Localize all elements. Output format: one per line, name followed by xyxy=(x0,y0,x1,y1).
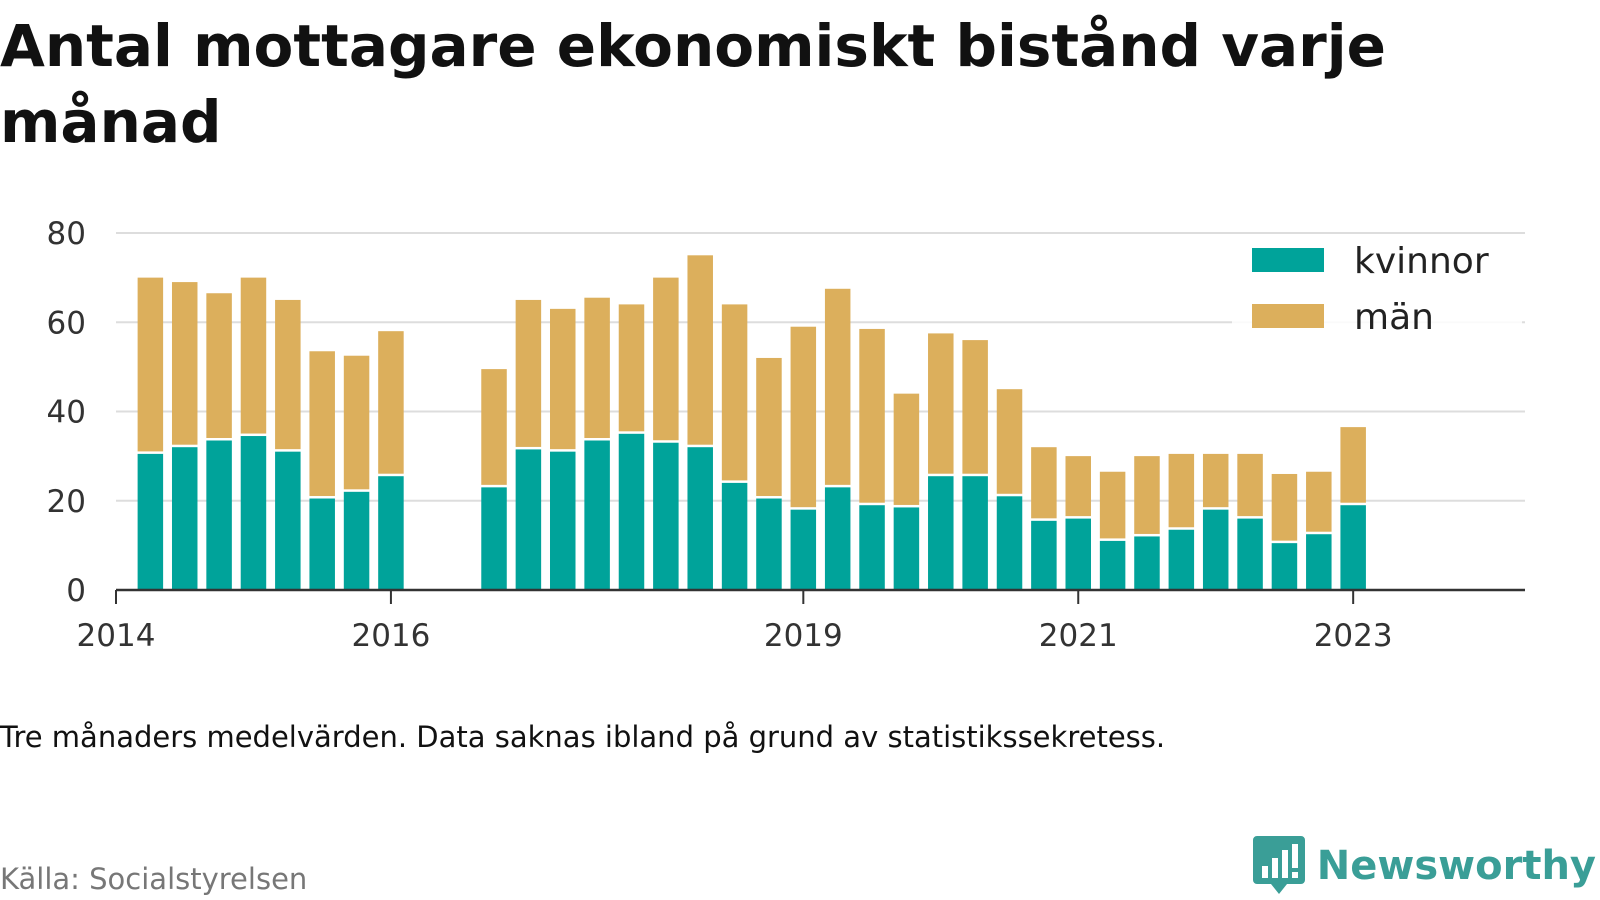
bar-kvinnor-29 xyxy=(1202,509,1229,590)
bar-man-22 xyxy=(962,340,988,474)
bar-kvinnor-9 xyxy=(515,449,542,590)
bar-man-11 xyxy=(584,297,610,439)
bar-man-10 xyxy=(550,308,576,450)
bar-man-4 xyxy=(275,299,301,450)
bar-man-32 xyxy=(1306,471,1332,532)
bar-kvinnor-7 xyxy=(378,476,404,590)
bar-man-30 xyxy=(1237,453,1263,517)
brand-name: Newsworthy xyxy=(1316,843,1596,889)
bar-man-8 xyxy=(481,369,507,485)
bar-kvinnor-15 xyxy=(721,482,748,590)
bar-man-25 xyxy=(1065,456,1091,517)
y-tick-label-40: 40 xyxy=(47,395,86,431)
legend-label-0: kvinnor xyxy=(1354,241,1489,282)
bar-man-16 xyxy=(756,357,782,497)
bar-kvinnor-6 xyxy=(343,491,370,590)
bar-man-23 xyxy=(996,389,1023,494)
bar-kvinnor-3 xyxy=(240,436,267,590)
bar-kvinnor-20 xyxy=(893,507,920,590)
bar-man-6 xyxy=(343,355,370,490)
brand-logo-group: Newsworthy xyxy=(1252,836,1596,896)
newsworthy-logo-icon xyxy=(1252,836,1305,894)
legend-swatch-0 xyxy=(1252,248,1324,272)
bar-kvinnor-17 xyxy=(790,509,817,590)
bar-man-33 xyxy=(1340,427,1366,503)
bar-man-15 xyxy=(721,304,748,481)
bar-man-31 xyxy=(1271,473,1298,541)
bar-kvinnor-33 xyxy=(1340,505,1366,590)
chart-note: Tre månaders medelvärden. Data saknas ib… xyxy=(0,720,1166,754)
bar-kvinnor-25 xyxy=(1065,518,1091,590)
bar-man-7 xyxy=(378,331,404,474)
bar-man-18 xyxy=(824,288,851,485)
x-tick-label-2021: 2021 xyxy=(1039,618,1118,654)
bar-kvinnor-22 xyxy=(962,476,988,590)
bar-kvinnor-1 xyxy=(171,447,198,590)
bar-kvinnor-18 xyxy=(824,487,851,590)
bar-kvinnor-4 xyxy=(275,451,301,590)
x-tick-label-2019: 2019 xyxy=(764,618,843,654)
bar-man-28 xyxy=(1168,453,1195,528)
bar-kvinnor-23 xyxy=(996,496,1023,590)
bar-kvinnor-24 xyxy=(1031,520,1057,590)
legend-label-1: män xyxy=(1354,297,1434,338)
bar-man-27 xyxy=(1134,456,1160,534)
bars xyxy=(137,255,1366,590)
bar-kvinnor-8 xyxy=(481,487,507,590)
y-tick-label-80: 80 xyxy=(47,216,86,252)
bar-kvinnor-14 xyxy=(687,447,713,590)
bar-man-0 xyxy=(137,277,164,452)
bar-man-20 xyxy=(893,393,920,505)
bar-kvinnor-16 xyxy=(756,498,782,590)
bar-man-2 xyxy=(206,293,232,439)
axes: 0 20 40 60 80 2014 2016 2019 2021 2023 xyxy=(47,216,1525,654)
bar-kvinnor-32 xyxy=(1306,534,1332,590)
bar-kvinnor-11 xyxy=(584,440,610,590)
bar-kvinnor-21 xyxy=(928,476,954,590)
bar-kvinnor-31 xyxy=(1271,543,1298,590)
bar-man-24 xyxy=(1031,447,1057,519)
bar-kvinnor-5 xyxy=(309,498,335,590)
bar-kvinnor-26 xyxy=(1099,540,1126,590)
bar-man-19 xyxy=(859,328,885,503)
bar-kvinnor-10 xyxy=(550,451,576,590)
bar-kvinnor-28 xyxy=(1168,529,1195,590)
bar-man-21 xyxy=(928,333,954,474)
bar-man-26 xyxy=(1099,471,1126,539)
legend: kvinnor män xyxy=(1232,234,1522,346)
bar-man-17 xyxy=(790,326,817,508)
bar-man-29 xyxy=(1202,453,1229,508)
source-label: Källa: Socialstyrelsen xyxy=(0,862,308,896)
x-tick-label-2023: 2023 xyxy=(1314,618,1393,654)
bar-kvinnor-27 xyxy=(1134,536,1160,590)
bar-man-9 xyxy=(515,299,542,447)
bar-kvinnor-0 xyxy=(137,453,164,590)
bar-man-3 xyxy=(240,277,267,434)
bar-kvinnor-30 xyxy=(1237,518,1263,590)
legend-swatch-1 xyxy=(1252,304,1324,328)
y-tick-label-20: 20 xyxy=(47,484,86,520)
bar-kvinnor-19 xyxy=(859,505,885,590)
y-tick-label-0: 0 xyxy=(66,573,86,609)
bar-man-12 xyxy=(618,304,645,432)
bar-man-13 xyxy=(653,277,679,441)
x-tick-label-2014: 2014 xyxy=(77,618,156,654)
x-tick-label-2016: 2016 xyxy=(351,618,430,654)
bar-kvinnor-13 xyxy=(653,442,679,590)
bar-man-14 xyxy=(687,255,713,445)
bar-man-1 xyxy=(171,282,198,445)
chart-title: Antal mottagare ekonomiskt bistånd varje… xyxy=(0,12,1386,156)
bar-man-5 xyxy=(309,351,335,497)
stacked-bar-chart: 0 20 40 60 80 2014 2016 2019 2021 2023 kvinnor män xyxy=(47,216,1525,654)
y-tick-label-60: 60 xyxy=(47,305,86,341)
bar-kvinnor-2 xyxy=(206,440,232,590)
bar-kvinnor-12 xyxy=(618,433,645,590)
